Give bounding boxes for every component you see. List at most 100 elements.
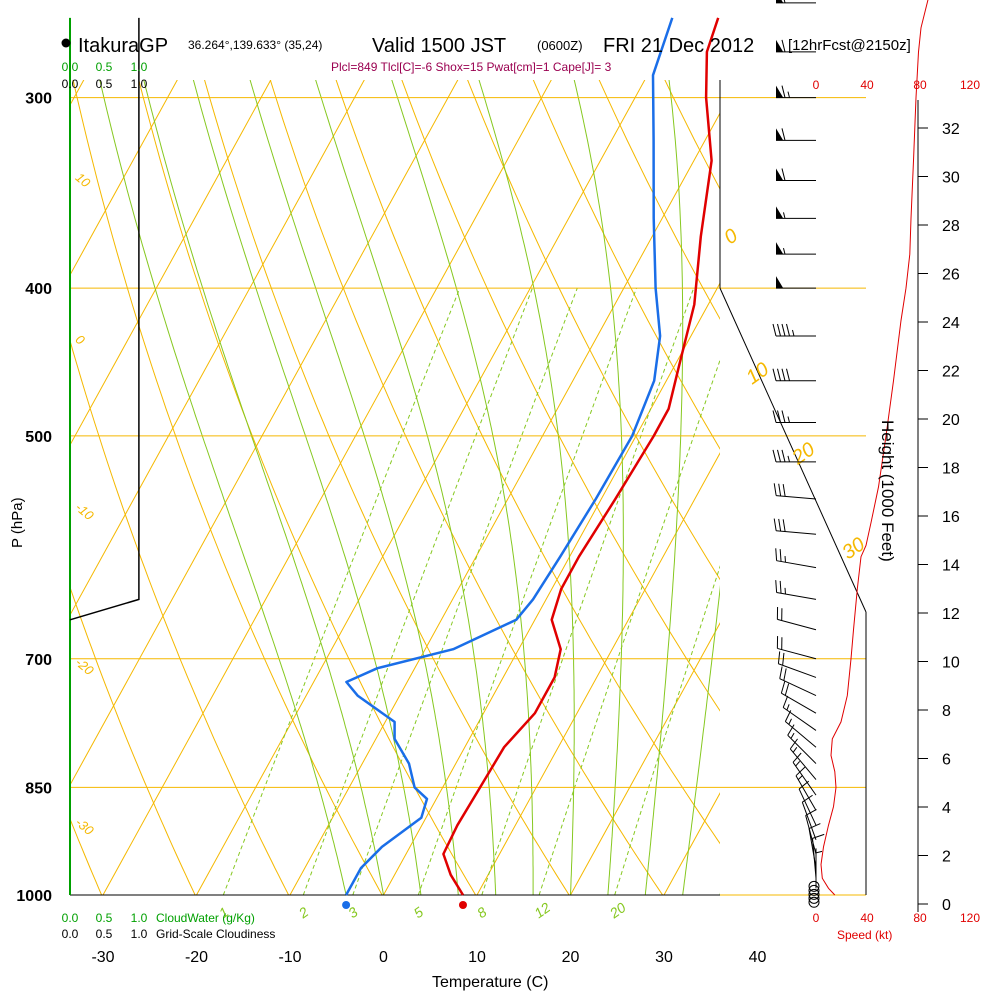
height-tick-label: 14 [942, 558, 960, 575]
isotherm-line [0, 0, 47, 895]
mixing-ratio-label: 5 [411, 903, 427, 921]
wind-barb [784, 710, 817, 748]
valid-zulu: (0600Z) [537, 38, 583, 53]
cloudiness-tick-bottom: 0.0 [62, 927, 79, 941]
valid-time: Valid 1500 JST [372, 35, 506, 57]
moist-adiabat-line [249, 80, 459, 895]
x-axis-label: Temperature (C) [432, 974, 548, 991]
calm-wind-circle [808, 896, 820, 908]
y-tick-label: 500 [25, 429, 52, 446]
speed-tick-top: 120 [960, 78, 980, 92]
cloudiness-line [69, 17, 140, 621]
dry-adiabat-line [72, 80, 383, 895]
y-tick-label: 700 [25, 652, 52, 669]
wind-barb [779, 666, 817, 697]
dry-adiabat-label: -10 [73, 500, 98, 524]
speed-tick-top: 80 [913, 78, 927, 92]
wind-barb [801, 794, 817, 840]
dry-adiabat-line [70, 585, 196, 895]
mixing-ratio-label: 20 [606, 899, 629, 922]
station-dot-icon [61, 38, 71, 48]
height-tick-label: 32 [942, 121, 960, 138]
y-axis-label: P (hPa) [9, 497, 26, 548]
isotherm-line [70, 80, 178, 277]
y-tick-label: 1000 [16, 888, 52, 905]
cloudiness-tick-bottom: 1.0 [131, 927, 148, 941]
wind-barb [776, 607, 817, 631]
calm-wind-circle [808, 880, 820, 892]
wind-barb [792, 752, 817, 796]
height-tick-label: 30 [942, 170, 960, 187]
cloud-water-tick-top: 0.5 [96, 60, 113, 74]
dry-adiabat-line [401, 80, 720, 712]
moist-adiabat-label: 10 [742, 358, 773, 389]
height-tick-label: 28 [942, 218, 960, 235]
cloud-water-tick-top: 1.0 [131, 60, 148, 74]
isotherm-line [570, 622, 720, 895]
mixing-ratio-label: 8 [474, 903, 490, 921]
wind-barb [772, 368, 816, 382]
mixing-ratio-line [417, 287, 637, 895]
mixing-ratio-label: 2 [295, 903, 312, 921]
x-tick-label: -10 [278, 949, 301, 966]
dry-adiabat-label: -20 [73, 655, 98, 679]
x-tick-label: -30 [91, 949, 114, 966]
moist-adiabat-line [682, 584, 720, 895]
wind-barb [780, 681, 817, 714]
cloudiness-label: Grid-Scale Cloudiness [156, 927, 275, 941]
moist-adiabat-line [719, 892, 720, 895]
height-tick-label: 18 [942, 461, 960, 478]
wind-barb [777, 651, 817, 678]
wind-barb [776, 636, 817, 660]
height-tick-label: 0 [942, 897, 951, 914]
speed-tick-bottom: 40 [860, 911, 874, 925]
moist-adiabat-label: 0 [720, 225, 742, 249]
cloudiness-tick-bottom: 0.5 [96, 927, 113, 941]
dry-adiabat-line [138, 80, 477, 895]
dry-adiabat-line [979, 0, 1000, 927]
wind-barb [795, 766, 817, 811]
isotherm-line [476, 452, 720, 895]
chart-labels: ItakuraGP 36.264°,139.633° (35,24) Valid… [9, 35, 911, 991]
stability-indices: Plcl=849 Tlcl[C]=-6 Shox=15 Pwat[cm]=1 C… [331, 60, 612, 74]
isotherm-line [70, 80, 365, 617]
calm-wind-circle [808, 884, 820, 896]
moist-adiabat-line [478, 80, 575, 895]
dry-adiabat-line [532, 80, 720, 450]
x-tick-label: 30 [655, 949, 673, 966]
height-tick-label: 6 [942, 752, 951, 769]
wind-barb [773, 483, 817, 500]
wind-barb [776, 242, 816, 255]
wind-barb [812, 833, 825, 879]
wind-barb [776, 39, 816, 53]
isotherm-line [70, 80, 272, 447]
height-tick-label: 24 [942, 315, 960, 332]
y-tick-label: 850 [25, 780, 52, 797]
dry-adiabat-line [467, 80, 720, 581]
dry-adiabat-label: 10 [73, 170, 94, 191]
wind-barb [789, 738, 817, 780]
speed-tick-bottom: 80 [913, 911, 927, 925]
speed-tick-top: 0 [813, 78, 820, 92]
wind-barb [775, 548, 817, 569]
cloud-water-tick-bottom: 0.0 [62, 911, 79, 925]
height-tick-label: 26 [942, 267, 960, 284]
cloudiness-tick-top: 0.5 [96, 77, 113, 91]
dry-adiabat-line [70, 817, 103, 895]
wind-barb [776, 168, 816, 182]
dry-adiabat-line [269, 80, 664, 895]
wind-barb [772, 410, 816, 424]
height-tick-label: 4 [942, 800, 951, 817]
moist-adiabat-line [391, 80, 534, 895]
height-tick-label: 22 [942, 364, 960, 381]
surface-dewpoint-dot [342, 901, 351, 909]
wind-barb [798, 780, 817, 826]
hodo-boundary-line [719, 287, 867, 613]
x-tick-label: 10 [468, 949, 486, 966]
moist-adiabat-line [315, 80, 497, 895]
cloudiness-tick-top: 0.0 [62, 77, 79, 91]
moist-adiabat-line [192, 80, 422, 895]
x-tick-label: 20 [562, 949, 580, 966]
